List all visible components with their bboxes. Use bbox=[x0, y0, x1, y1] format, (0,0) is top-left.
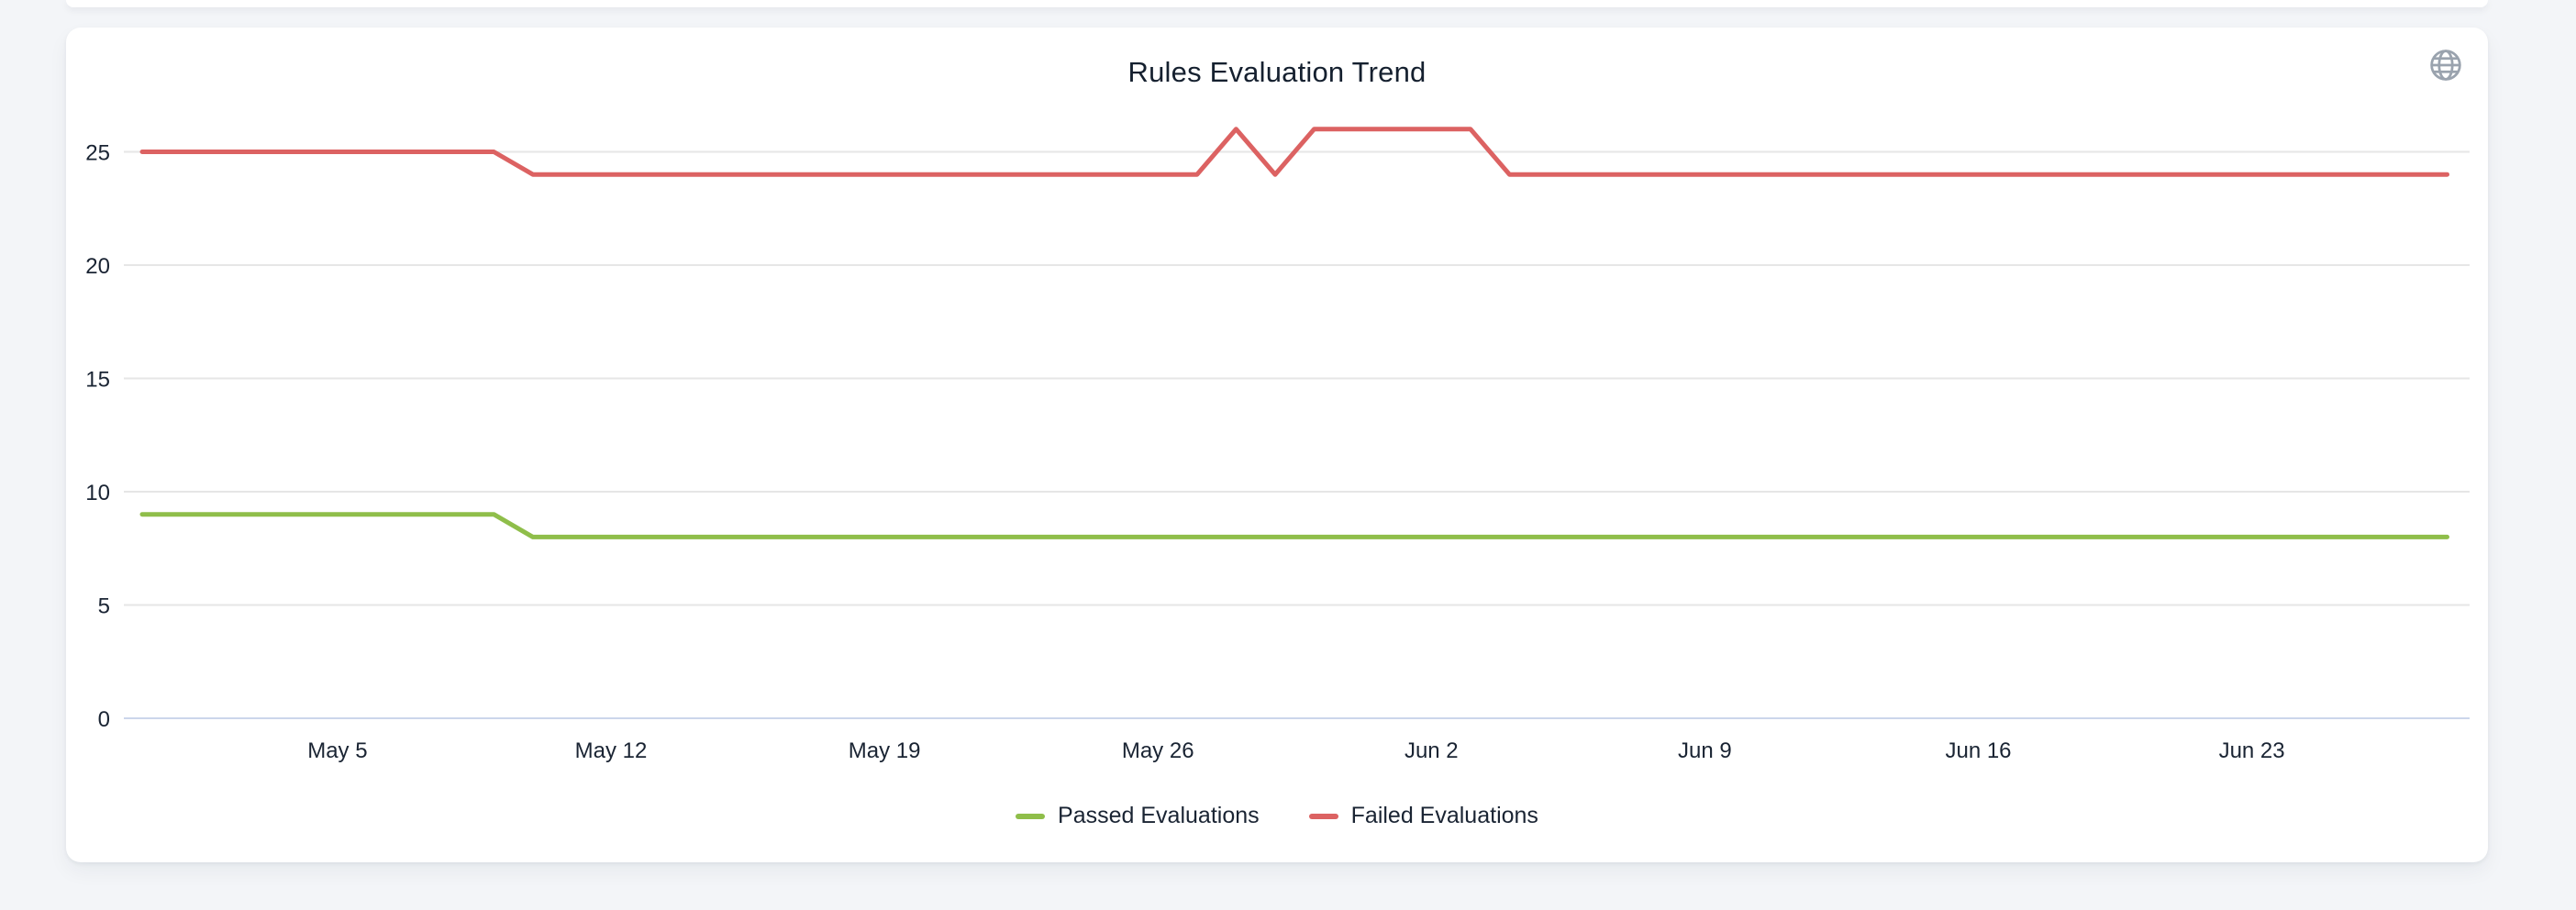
globe-icon bbox=[2430, 50, 2461, 81]
y-axis-label: 25 bbox=[85, 141, 110, 166]
legend-item-failed-evaluations[interactable]: Failed Evaluations bbox=[1308, 803, 1538, 829]
legend-label: Passed Evaluations bbox=[1058, 803, 1260, 828]
legend-label: Failed Evaluations bbox=[1350, 803, 1538, 828]
series-line-passed-evaluations bbox=[139, 512, 2449, 539]
chart-legend: Passed Evaluations Failed Evaluations bbox=[66, 803, 2488, 829]
x-axis-label: May 26 bbox=[1122, 738, 1194, 763]
x-axis-label: Jun 16 bbox=[1945, 738, 2011, 763]
x-axis-label: May 5 bbox=[307, 738, 367, 763]
series-line-failed-evaluations bbox=[139, 127, 2449, 177]
y-axis-label: 0 bbox=[98, 707, 110, 732]
chart-title: Rules Evaluation Trend bbox=[1127, 56, 1427, 88]
x-axis-label: Jun 23 bbox=[2219, 738, 2285, 763]
x-axis-label: May 19 bbox=[849, 738, 921, 763]
y-axis-label: 20 bbox=[85, 254, 110, 279]
x-axis-label: May 12 bbox=[575, 738, 648, 763]
globe-button[interactable] bbox=[2429, 49, 2462, 82]
x-axis-label: Jun 2 bbox=[1405, 738, 1459, 763]
legend-swatch bbox=[1308, 813, 1338, 819]
legend-item-passed-evaluations[interactable]: Passed Evaluations bbox=[1016, 803, 1260, 829]
legend-swatch bbox=[1016, 813, 1046, 819]
y-axis-label: 15 bbox=[85, 368, 110, 393]
y-axis-label: 5 bbox=[98, 594, 110, 619]
chart-svg: 0 5 10 15 20 25 May 5 May 12 May 19 May 26 Jun 2 Ju… bbox=[85, 127, 2470, 763]
adjacent-card-bottom-edge bbox=[66, 0, 2488, 7]
y-axis-label: 10 bbox=[85, 481, 110, 505]
x-axis-label: Jun 9 bbox=[1678, 738, 1732, 763]
chart-card: Rules Evaluation Trend 0 5 10 15 20 25 May 5 Ma… bbox=[66, 28, 2488, 862]
